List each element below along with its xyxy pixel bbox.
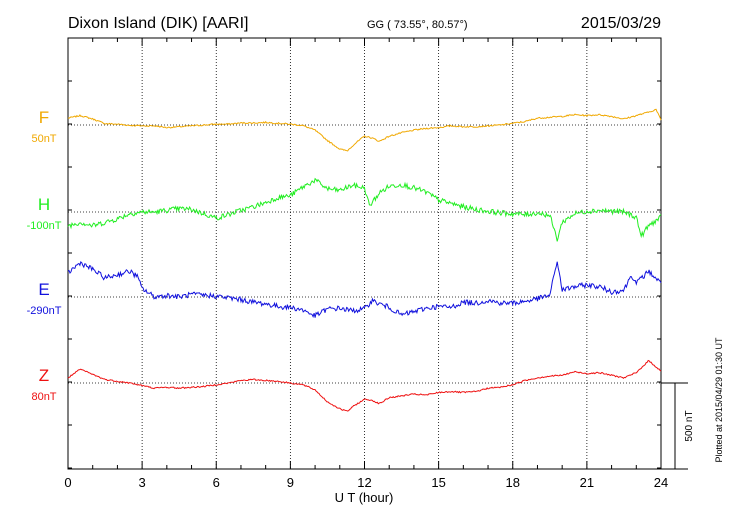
series-name-F: F (39, 108, 49, 127)
x-axis-tick-labels: 0 3 6 9 12 15 18 21 24 (64, 475, 668, 490)
tick-label-18: 18 (506, 475, 520, 490)
series-line-H (67, 177, 662, 242)
x-axis-ticks (67, 38, 662, 469)
series-line-Z (67, 359, 662, 412)
plotted-at-note: Plotted at 2015/04/29 01:30 UT (714, 337, 724, 463)
tick-label-24: 24 (654, 475, 668, 490)
series-lines (67, 108, 662, 412)
scale-bar-label: 500 nT (684, 410, 695, 441)
series-baseline-E: -290nT (27, 305, 62, 317)
series-name-E: E (38, 280, 49, 299)
series-name-Z: Z (39, 366, 49, 385)
tick-label-3: 3 (139, 475, 146, 490)
station-coords: GG ( 73.55°, 80.57°) (367, 19, 468, 31)
series-baseline-H: -100nT (27, 220, 62, 232)
station-title: Dixon Island (DIK) [AARI] (68, 15, 249, 32)
series-baseline-F: 50nT (31, 133, 56, 145)
series-baseline-Z: 80nT (31, 391, 56, 403)
tick-label-21: 21 (580, 475, 594, 490)
tick-label-15: 15 (431, 475, 445, 490)
x-axis-title: U T (hour) (335, 490, 394, 505)
scale-bar (661, 382, 688, 470)
series-labels: F 50nT H -100nT E -290nT Z 80nT (27, 108, 62, 403)
plot-date: 2015/03/29 (581, 15, 661, 32)
tick-label-6: 6 (213, 475, 220, 490)
series-line-F (67, 108, 662, 152)
series-name-H: H (38, 195, 50, 214)
tick-label-12: 12 (357, 475, 371, 490)
vertical-gridlines (141, 38, 588, 469)
series-line-E (67, 260, 662, 318)
tick-label-9: 9 (287, 475, 294, 490)
tick-label-0: 0 (64, 475, 71, 490)
